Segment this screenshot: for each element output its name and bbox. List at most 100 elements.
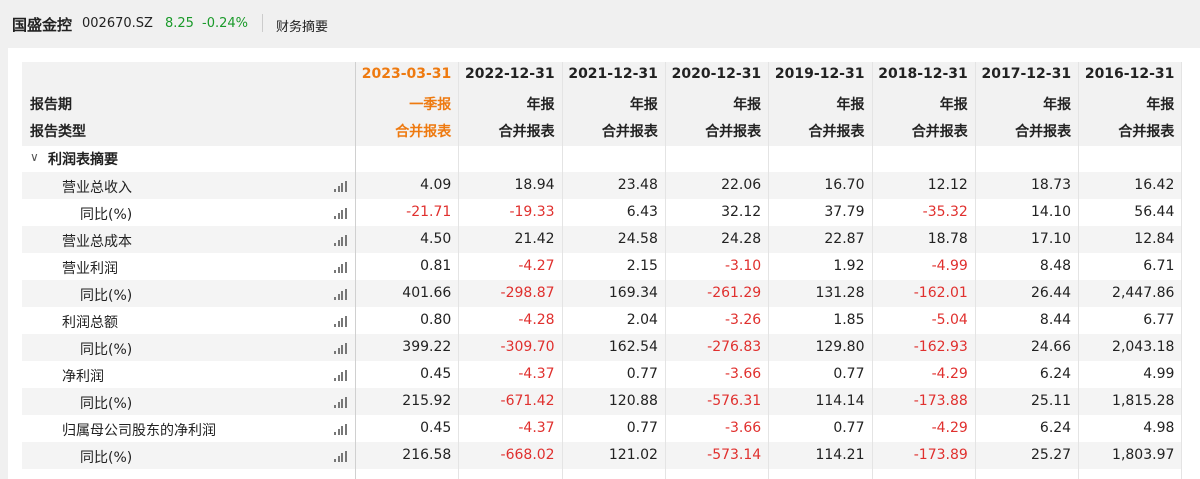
- table-panel: 报告期 报告类型 2023-03-31 一季报 合并报表 2022-12-31 年报 合并报表…: [8, 48, 1200, 479]
- column-date[interactable]: 2021-12-31: [568, 66, 658, 82]
- cell-value: -309.70: [500, 339, 555, 355]
- cell-value: 24.66: [1031, 339, 1072, 355]
- column-date[interactable]: 2019-12-31: [774, 66, 865, 82]
- stock-code: 002670.SZ: [82, 16, 153, 31]
- icon-bar: [341, 318, 343, 327]
- column-type: 合并报表: [911, 124, 968, 140]
- cell-value: 162.54: [608, 339, 658, 355]
- cell-value: -576.31: [707, 393, 762, 409]
- change: -0.24%: [202, 16, 248, 31]
- column-date[interactable]: 2020-12-31: [671, 66, 762, 82]
- icon-bar: [344, 397, 347, 408]
- column-period: 年报: [836, 97, 865, 113]
- cell-value: -3.26: [724, 312, 762, 328]
- stock-name: 国盛金控: [12, 16, 73, 34]
- cell-value: 17.10: [1031, 231, 1072, 247]
- cell-value: 24.58: [617, 231, 658, 247]
- chart-icon[interactable]: [334, 369, 348, 381]
- cell-value: 22.87: [824, 231, 865, 247]
- cell-value: -173.89: [913, 447, 968, 463]
- chart-icon[interactable]: [334, 261, 348, 273]
- first-column-border: [355, 62, 356, 479]
- icon-bar: [334, 243, 336, 246]
- cell-value: 1,803.97: [1112, 447, 1175, 463]
- cell-value: 18.78: [927, 231, 968, 247]
- column-type: 合并报表: [1118, 124, 1175, 140]
- icon-bar: [341, 210, 343, 219]
- row-bg: [22, 442, 1182, 469]
- icon-bar: [337, 348, 340, 354]
- icon-bar: [344, 424, 347, 435]
- cell-value: 6.71: [1143, 258, 1175, 274]
- icon-bar: [334, 378, 336, 381]
- header-bg: [22, 62, 1182, 146]
- type-label: 报告类型: [30, 124, 86, 140]
- cell-value: 129.80: [815, 339, 865, 355]
- column-date[interactable]: 2018-12-31: [878, 66, 968, 82]
- column-type: 合并报表: [395, 124, 452, 140]
- icon-bar: [334, 351, 336, 354]
- cell-value: 12.12: [927, 177, 968, 193]
- cell-value: -162.93: [913, 339, 968, 355]
- cell-value: 18.73: [1031, 177, 1072, 193]
- icon-bar: [334, 270, 336, 273]
- icon-bar: [334, 432, 336, 435]
- chart-icon[interactable]: [334, 342, 348, 354]
- cell-value: 6.43: [626, 204, 658, 220]
- section-toggle[interactable]: ∨: [30, 150, 39, 164]
- chart-icon[interactable]: [334, 180, 348, 192]
- price: 8.25: [165, 16, 194, 31]
- tab[interactable]: 财务摘要: [276, 20, 329, 35]
- cell-value: 16.42: [1134, 177, 1175, 193]
- cell-value: -4.27: [518, 258, 555, 274]
- icon-bar: [334, 216, 336, 219]
- cell-value: 25.11: [1031, 393, 1072, 409]
- column-date[interactable]: 2023-03-31: [361, 66, 452, 82]
- cell-value: 120.88: [608, 393, 658, 409]
- column-border: [1181, 62, 1183, 479]
- icon-bar: [334, 459, 336, 462]
- column-border: [871, 62, 873, 479]
- column-border: [664, 62, 666, 479]
- cell-value: 0.45: [420, 420, 452, 436]
- chart-icon[interactable]: [334, 396, 348, 408]
- chart-icon[interactable]: [334, 234, 348, 246]
- cell-value: -162.01: [913, 285, 968, 301]
- column-type: 合并报表: [705, 124, 762, 140]
- icon-bar: [341, 237, 343, 246]
- column-date[interactable]: 2016-12-31: [1084, 66, 1175, 82]
- chart-icon[interactable]: [334, 450, 348, 462]
- column-date[interactable]: 2022-12-31: [465, 66, 555, 82]
- chart-icon[interactable]: [334, 207, 348, 219]
- cell-value: 18.94: [514, 177, 555, 193]
- icon-bar: [344, 451, 347, 462]
- chart-icon[interactable]: [334, 423, 348, 435]
- cell-value: 216.58: [402, 447, 452, 463]
- icon-bar: [337, 321, 340, 327]
- row-bg: [22, 280, 1182, 307]
- icon-bar: [344, 235, 347, 246]
- yoy-label: 同比(%): [80, 450, 133, 466]
- cell-value: -668.02: [500, 447, 555, 463]
- icon-bar: [334, 189, 336, 192]
- yoy-label: 同比(%): [80, 342, 133, 358]
- cell-value: 8.48: [1039, 258, 1072, 274]
- icon-bar: [334, 297, 336, 300]
- cell-value: 1,815.28: [1112, 393, 1175, 409]
- cell-value: -298.87: [500, 285, 555, 301]
- cell-value: 4.09: [420, 177, 452, 193]
- item-label: 归属母公司股东的净利润: [62, 423, 216, 439]
- cell-value: 4.98: [1143, 420, 1175, 436]
- cell-value: -3.10: [724, 258, 762, 274]
- cell-value: 169.34: [608, 285, 658, 301]
- cell-value: 215.92: [402, 393, 452, 409]
- cell-value: -5.04: [931, 312, 968, 328]
- cell-value: 2,043.18: [1112, 339, 1175, 355]
- chart-icon[interactable]: [334, 288, 348, 300]
- icon-bar: [337, 267, 340, 273]
- chart-icon[interactable]: [334, 315, 348, 327]
- column-date[interactable]: 2017-12-31: [981, 66, 1072, 82]
- section-title[interactable]: 利润表摘要: [48, 152, 118, 168]
- icon-bar: [341, 399, 343, 408]
- cell-value: -3.66: [724, 366, 762, 382]
